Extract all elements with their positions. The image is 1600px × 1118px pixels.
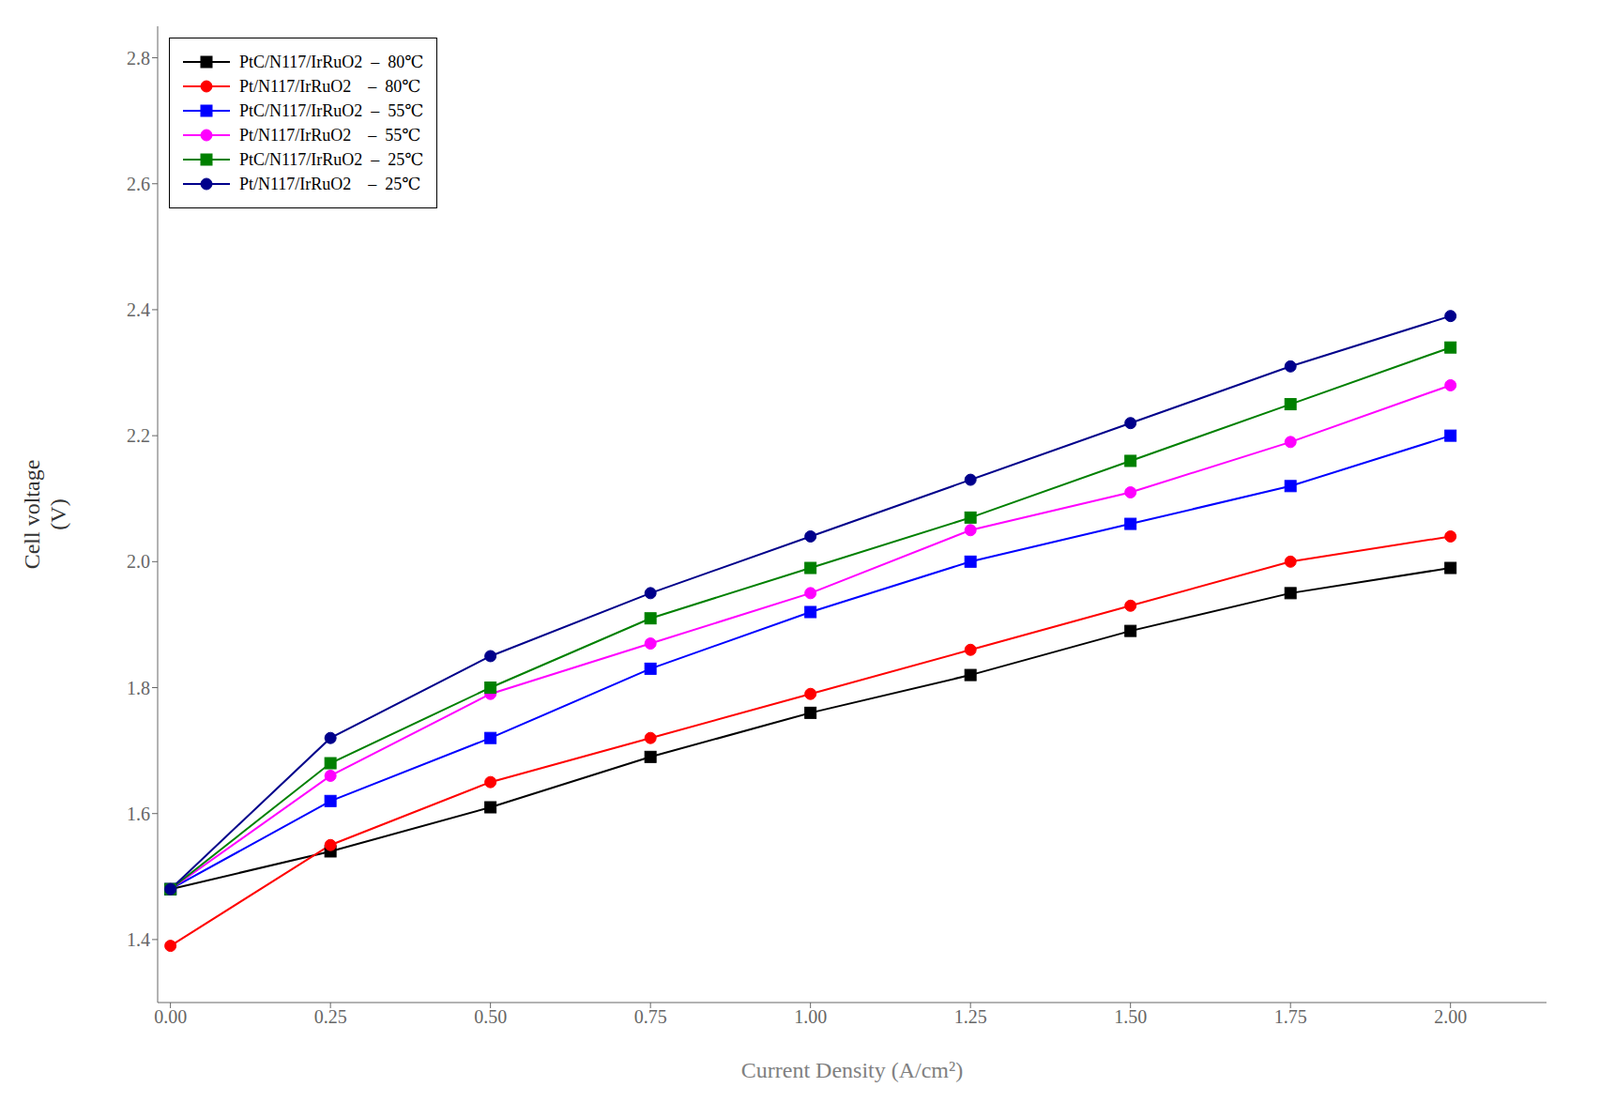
svg-text:1.50: 1.50	[1113, 1005, 1147, 1027]
html-text:PtC/N117/IrRuO2 – 55℃: PtC/N117/IrRuO2 – 55℃	[239, 101, 424, 121]
svg-text:2.0: 2.0	[126, 550, 151, 572]
svg-text:1.8: 1.8	[126, 677, 151, 699]
svg-text:0.50: 0.50	[473, 1005, 507, 1027]
svg-text:Cell voltage(V): Cell voltage(V)	[19, 459, 72, 570]
html-text:Pt/N117/IrRuO2 – 80℃: Pt/N117/IrRuO2 – 80℃	[239, 76, 421, 96]
svg-text:2.00: 2.00	[1433, 1005, 1467, 1027]
html-text:PtC/N117/IrRuO2 – 80℃: PtC/N117/IrRuO2 – 80℃	[239, 52, 424, 72]
svg-text:2.4: 2.4	[126, 299, 151, 320]
svg-text:1.6: 1.6	[126, 803, 151, 824]
html-text:Pt/N117/IrRuO2 – 25℃: Pt/N117/IrRuO2 – 25℃	[239, 174, 421, 194]
svg-text:1.75: 1.75	[1274, 1005, 1308, 1027]
svg-text:Current Density (A/cm²): Current Density (A/cm²)	[741, 1057, 963, 1082]
svg-text:2.8: 2.8	[126, 47, 151, 69]
html-text:Pt/N117/IrRuO2 – 55℃: Pt/N117/IrRuO2 – 55℃	[239, 125, 421, 145]
html-text:PtC/N117/IrRuO2 – 25℃: PtC/N117/IrRuO2 – 25℃	[239, 150, 424, 169]
svg-text:0.25: 0.25	[314, 1005, 348, 1027]
svg-text:2.2: 2.2	[126, 425, 151, 446]
svg-text:0.75: 0.75	[634, 1005, 668, 1027]
svg-text:2.6: 2.6	[126, 173, 151, 195]
svg-text:1.4: 1.4	[126, 929, 151, 950]
svg-text:1.00: 1.00	[793, 1005, 827, 1027]
svg-text:1.25: 1.25	[954, 1005, 988, 1027]
svg-text:0.00: 0.00	[153, 1005, 187, 1027]
